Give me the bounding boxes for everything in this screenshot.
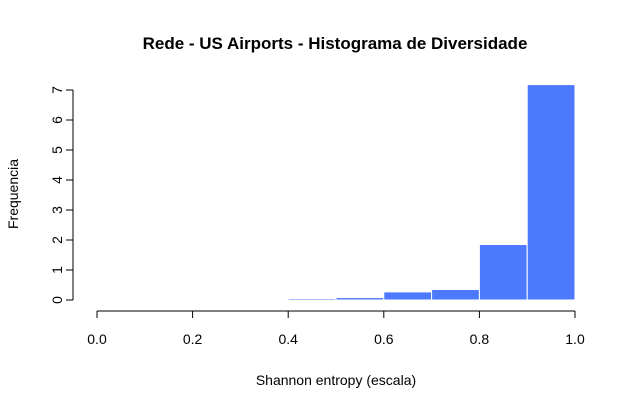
x-tick-label-0.8: 0.8 xyxy=(470,331,490,347)
x-tick-label-0.2: 0.2 xyxy=(183,331,203,347)
chart-title: Rede - US Airports - Histograma de Diver… xyxy=(143,34,528,53)
y-axis: 0 1 2 3 4 5 6 7 xyxy=(49,86,74,304)
y-tick-label-4: 4 xyxy=(49,176,65,184)
histogram-bar-1 xyxy=(287,298,337,301)
histogram-bar-4 xyxy=(431,289,480,301)
x-axis-label: Shannon entropy (escala) xyxy=(256,372,416,388)
y-tick-label-7: 7 xyxy=(49,86,65,94)
y-axis-label: Frequencia xyxy=(5,159,21,229)
y-tick-label-2: 2 xyxy=(49,236,65,244)
y-tick-label-6: 6 xyxy=(49,116,65,124)
bars-group xyxy=(287,84,576,301)
x-tick-label-0.0: 0.0 xyxy=(87,331,107,347)
y-tick-label-5: 5 xyxy=(49,146,65,154)
histogram-bar-5 xyxy=(478,244,528,301)
x-axis: 0.0 0.2 0.4 0.6 0.8 1.0 xyxy=(87,310,585,347)
histogram-bar-3 xyxy=(383,291,433,301)
x-tick-label-0.6: 0.6 xyxy=(374,331,394,347)
y-tick-label-3: 3 xyxy=(49,206,65,214)
y-tick-label-1: 1 xyxy=(49,266,65,274)
histogram-bar-2 xyxy=(335,297,385,301)
histogram-bar-6 xyxy=(526,84,576,301)
x-tick-label-1.0: 1.0 xyxy=(565,331,585,347)
y-tick-label-0: 0 xyxy=(49,296,65,304)
x-tick-label-0.4: 0.4 xyxy=(278,331,298,347)
